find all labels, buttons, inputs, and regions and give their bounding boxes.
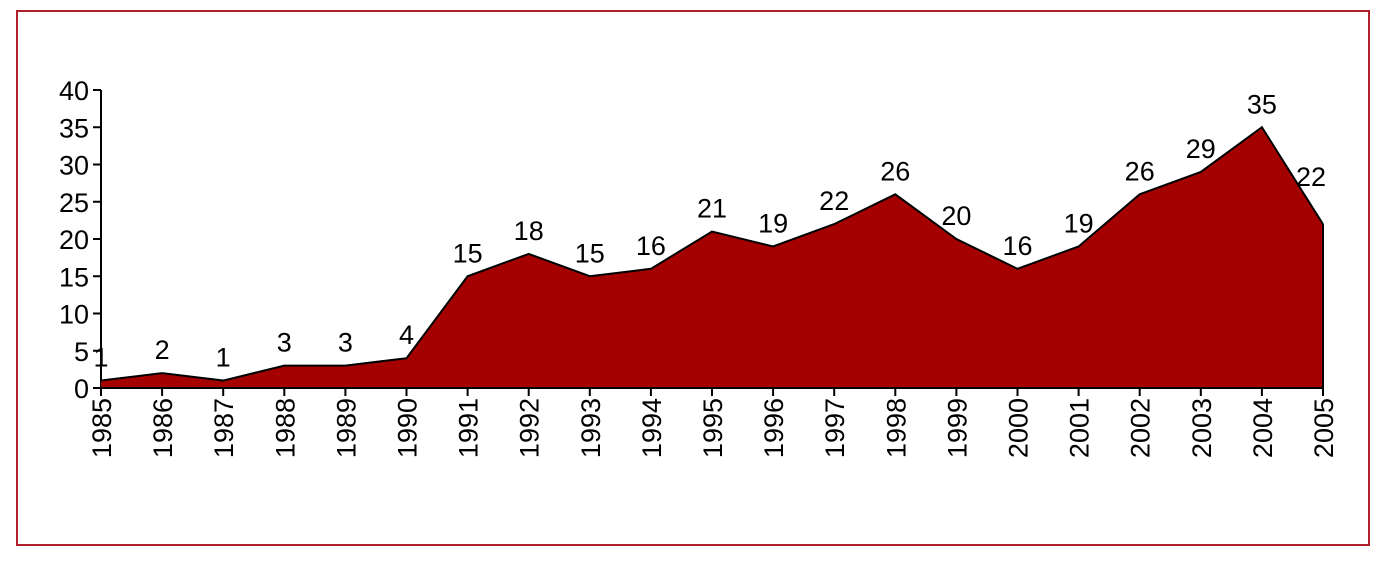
data-label: 3 xyxy=(277,328,292,358)
y-tick-label: 35 xyxy=(59,113,89,143)
data-label: 21 xyxy=(697,194,727,224)
y-axis: 0 5 10 15 20 25 30 35 40 xyxy=(59,76,102,404)
data-label: 29 xyxy=(1186,134,1216,164)
x-tick-label: 1992 xyxy=(515,398,545,458)
data-label: 15 xyxy=(575,238,605,268)
data-label: 3 xyxy=(338,328,353,358)
data-label: 1 xyxy=(216,343,231,373)
y-tick-label: 15 xyxy=(59,262,89,292)
y-tick-label: 40 xyxy=(59,76,89,106)
area-fill xyxy=(101,127,1323,388)
x-tick-label: 1987 xyxy=(209,398,239,458)
data-label: 4 xyxy=(399,320,414,350)
x-tick-label: 2004 xyxy=(1248,398,1278,458)
y-tick-label: 10 xyxy=(59,300,89,330)
x-tick-label: 1998 xyxy=(881,398,911,458)
x-tick-label: 1986 xyxy=(148,398,178,458)
x-tick-label: 1996 xyxy=(759,398,789,458)
y-tick-label: 20 xyxy=(59,225,89,255)
data-label: 35 xyxy=(1247,89,1277,119)
x-tick-label: 1999 xyxy=(942,398,972,458)
x-tick-label: 1994 xyxy=(637,398,667,458)
data-label: 19 xyxy=(1064,208,1094,238)
data-label: 16 xyxy=(1002,231,1032,261)
x-tick-label: 2005 xyxy=(1309,398,1339,458)
data-label: 22 xyxy=(819,186,849,216)
x-tick-label: 2000 xyxy=(1004,398,1034,458)
data-label: 15 xyxy=(453,238,483,268)
data-label: 26 xyxy=(1125,156,1155,186)
y-tick-label: 25 xyxy=(59,188,89,218)
x-tick-label: 1990 xyxy=(393,398,423,458)
x-tick-label: 1993 xyxy=(576,398,606,458)
x-tick-label: 2002 xyxy=(1126,398,1156,458)
area-layer xyxy=(100,125,1324,388)
data-label: 20 xyxy=(941,201,971,231)
x-tick-label: 2001 xyxy=(1065,398,1095,458)
data-label: 2 xyxy=(155,335,170,365)
series-line xyxy=(100,125,1324,382)
data-label: 18 xyxy=(514,216,544,246)
y-tick-label: 5 xyxy=(74,337,89,367)
x-axis: 1985 1986 1987 1988 1989 1990 1991 1992 1993 1994… xyxy=(87,387,1339,458)
y-tick-label: 0 xyxy=(74,374,89,404)
x-tick-label: 1985 xyxy=(87,398,117,458)
y-tick-label: 30 xyxy=(59,151,89,181)
x-tick-label: 1989 xyxy=(331,398,361,458)
x-tick-label: 1991 xyxy=(454,398,484,458)
data-label: 1 xyxy=(93,343,108,373)
data-label: 16 xyxy=(636,231,666,261)
x-tick-label: 2003 xyxy=(1187,398,1217,458)
x-tick-label: 1997 xyxy=(820,398,850,458)
data-label: 19 xyxy=(758,208,788,238)
x-tick-label: 1988 xyxy=(270,398,300,458)
data-label: 26 xyxy=(880,156,910,186)
x-tick-label: 1995 xyxy=(698,398,728,458)
data-label: 22 xyxy=(1296,162,1326,192)
